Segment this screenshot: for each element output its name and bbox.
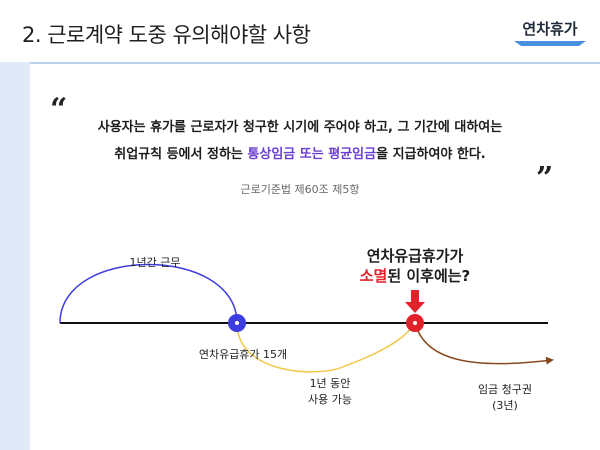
use-period-label: 1년 동안 사용 가능 xyxy=(290,376,370,408)
quote-line-2-prefix: 취업규칙 등에서 정하는 xyxy=(114,147,248,162)
section-tag: 연차휴가 xyxy=(514,14,586,48)
down-arrow-shaft xyxy=(411,290,419,302)
use-period-arc xyxy=(236,322,416,373)
work-period-arc xyxy=(59,263,238,324)
law-source: 근로기준법 제60조 제5항 xyxy=(240,183,360,196)
work-period-label: 1년간 근무 xyxy=(129,256,181,269)
page-title: 2. 근로계약 도중 유의해야할 사항 xyxy=(22,23,311,47)
quote-line-2: 취업규칙 등에서 정하는 통상임금 또는 평균임금을 지급하여야 한다. xyxy=(40,143,560,162)
down-arrow-icon xyxy=(405,302,425,313)
left-side-stripe xyxy=(0,62,30,450)
section-tag-underline xyxy=(514,41,586,46)
open-quote-icon: “ xyxy=(50,92,68,127)
wage-claim-arc xyxy=(414,322,554,365)
leave-expired-node-dot xyxy=(413,321,417,325)
use-period-line-2: 사용 가능 xyxy=(308,393,352,406)
wage-claim-line-2: (3년) xyxy=(492,399,518,412)
section-tag-label: 연차휴가 xyxy=(522,20,578,38)
leave-granted-node-dot xyxy=(235,321,239,325)
use-period-line-1: 1년 동안 xyxy=(309,377,351,390)
quote-line-1: 사용자는 휴가를 근로자가 청구한 시기에 주어야 하고, 그 기간에 대하여는 xyxy=(97,120,503,135)
leave-count-label: 연차유급휴가 15개 xyxy=(198,348,288,361)
quote-line-2-suffix: 을 지급하여야 한다. xyxy=(376,147,486,162)
expiry-question-line-2: 소멸된 이후에는? xyxy=(350,266,480,286)
close-quote-icon: ” xyxy=(536,161,554,196)
expiry-question-line-1: 연차유급휴가가 xyxy=(366,247,464,265)
wage-claim-label: 임금 청구권 (3년) xyxy=(460,382,550,414)
expiry-question-rest: 된 이후에는? xyxy=(387,267,471,285)
quote-highlight-wage: 통상임금 또는 평균임금 xyxy=(247,147,377,162)
expiry-question: 연차유급휴가가 소멸된 이후에는? xyxy=(350,246,480,286)
expiry-keyword: 소멸 xyxy=(359,267,388,285)
wage-claim-line-1: 임금 청구권 xyxy=(477,383,533,396)
header-divider xyxy=(30,62,600,64)
